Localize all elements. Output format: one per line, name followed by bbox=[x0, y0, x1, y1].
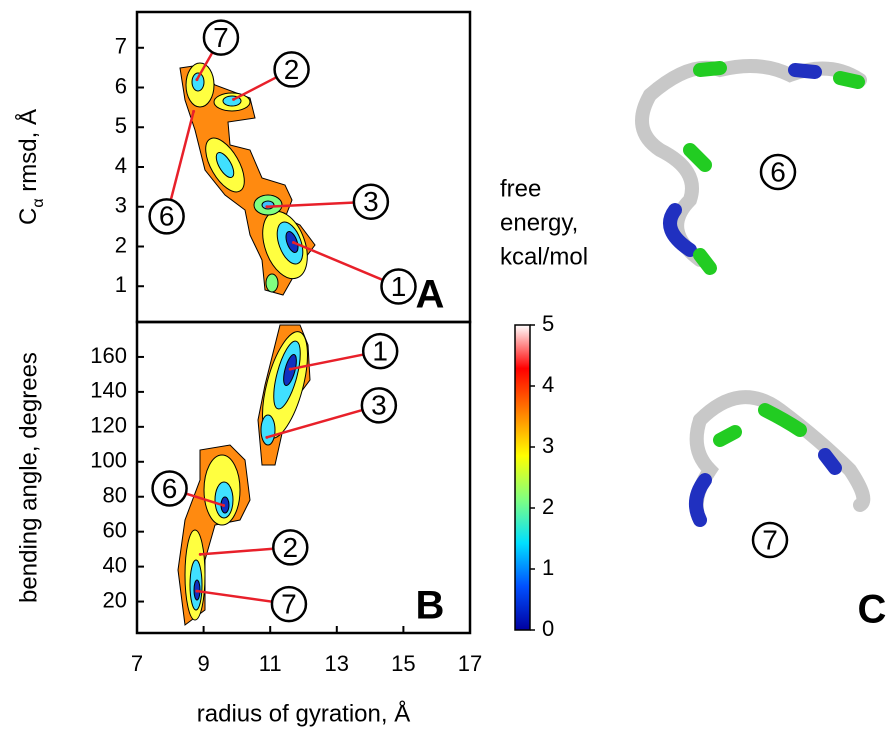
annotation-label: 3 bbox=[363, 186, 379, 217]
minimum-point bbox=[289, 368, 292, 371]
annotation-label: 6 bbox=[162, 473, 178, 504]
y-tick-label: 60 bbox=[103, 517, 127, 542]
colorbar-tick-label: 5 bbox=[542, 311, 554, 336]
y-tick-label: 40 bbox=[103, 552, 127, 577]
colorbar-title: energy, bbox=[500, 209, 578, 236]
y-tick-label: 1 bbox=[115, 272, 127, 297]
y-tick-label: 160 bbox=[90, 343, 127, 368]
x-tick-label: 9 bbox=[197, 651, 209, 676]
panel-label: A bbox=[416, 273, 445, 317]
annotation-label: 1 bbox=[372, 336, 388, 367]
panel-label: C bbox=[858, 588, 887, 632]
y-tick-label: 2 bbox=[115, 232, 127, 257]
x-tick-label: 7 bbox=[131, 651, 143, 676]
minimum-point bbox=[232, 98, 235, 101]
colorbar-tick-label: 0 bbox=[542, 616, 554, 641]
annotation-label: 3 bbox=[371, 390, 387, 421]
annotation-label: 2 bbox=[284, 54, 300, 85]
y-axis-label-part: C bbox=[15, 208, 42, 225]
annotation-label: 6 bbox=[770, 156, 786, 187]
y-tick-label: 3 bbox=[115, 193, 127, 218]
structure-7 bbox=[696, 397, 863, 520]
y-tick-label: 100 bbox=[90, 448, 127, 473]
colorbar-tick-label: 3 bbox=[542, 433, 554, 458]
minimum-point bbox=[195, 78, 198, 81]
minimum-point bbox=[195, 590, 198, 593]
y-axis-label: Cα rmsd, Å bbox=[14, 109, 46, 225]
annotation-label: 7 bbox=[281, 588, 297, 619]
y-tick-label: 20 bbox=[103, 587, 127, 612]
minimum-point bbox=[265, 205, 268, 208]
y-tick-label: 7 bbox=[115, 34, 127, 59]
contour-b bbox=[178, 325, 317, 625]
minimum-point bbox=[222, 504, 225, 507]
colorbar-title: kcal/mol bbox=[500, 243, 588, 270]
colorbar-title: free bbox=[500, 175, 541, 202]
colorbar-tick-label: 2 bbox=[542, 494, 554, 519]
minimum-point bbox=[192, 110, 195, 113]
annotation-label: 1 bbox=[391, 271, 407, 302]
y-tick-label: 4 bbox=[115, 153, 127, 178]
minimum-point bbox=[292, 241, 295, 244]
panel-label: B bbox=[416, 584, 445, 628]
y-axis-label-part: α bbox=[30, 198, 47, 207]
colorbar-tick-label: 4 bbox=[542, 372, 554, 397]
minimum-point bbox=[199, 553, 202, 556]
x-tick-label: 13 bbox=[325, 651, 349, 676]
y-axis-label: bending angle, degrees bbox=[15, 352, 42, 603]
annotation-label: 7 bbox=[762, 524, 778, 555]
annotation-label: 7 bbox=[213, 22, 229, 53]
y-tick-label: 120 bbox=[90, 413, 127, 438]
annotation-label: 2 bbox=[282, 532, 298, 563]
colorbar-tick-label: 1 bbox=[542, 555, 554, 580]
y-tick-label: 80 bbox=[103, 483, 127, 508]
annotation-label: 6 bbox=[159, 201, 175, 232]
colorbar bbox=[515, 325, 530, 630]
minimum-point bbox=[265, 436, 268, 439]
figure: 1234567Cα rmsd, ÅA7263120406080100120140… bbox=[0, 0, 893, 735]
structure-6 bbox=[642, 66, 860, 268]
y-tick-label: 5 bbox=[115, 113, 127, 138]
x-tick-label: 17 bbox=[458, 651, 482, 676]
x-tick-label: 15 bbox=[391, 651, 415, 676]
y-tick-label: 140 bbox=[90, 378, 127, 403]
y-tick-label: 6 bbox=[115, 73, 127, 98]
y-axis-label-part: rmsd, Å bbox=[14, 109, 42, 198]
contour-a bbox=[180, 63, 316, 295]
x-axis-label: radius of gyration, Å bbox=[197, 699, 410, 727]
x-tick-label: 11 bbox=[259, 651, 282, 676]
